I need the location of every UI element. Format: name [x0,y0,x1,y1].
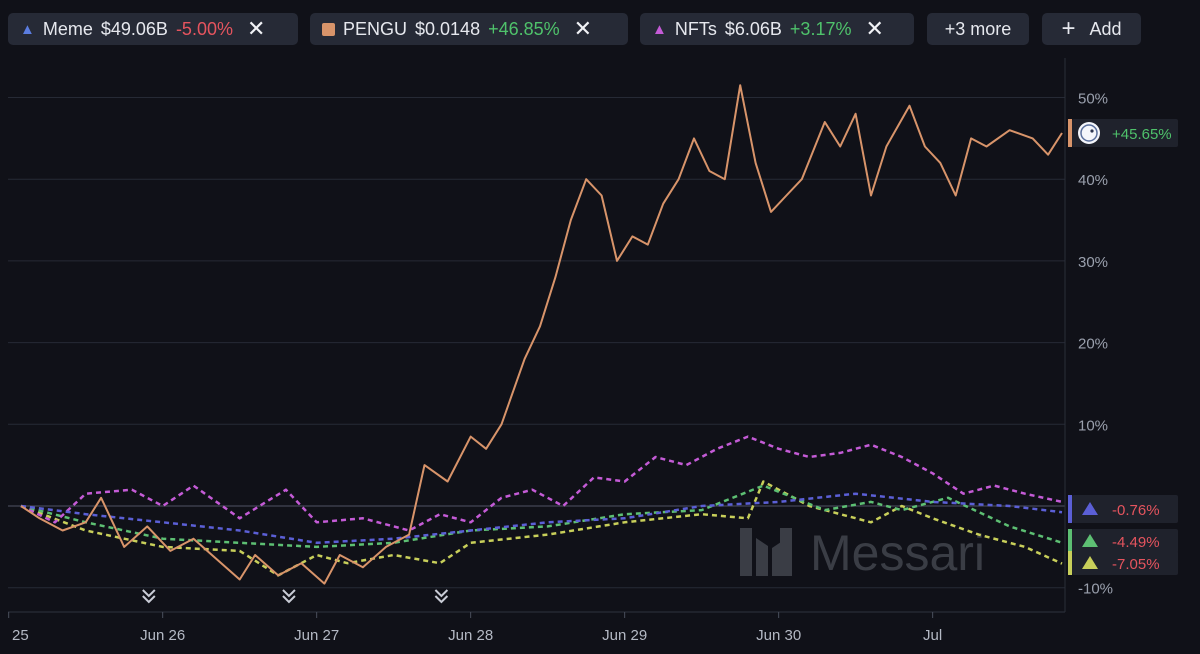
more-assets-label: +3 more [944,18,1012,39]
triangle-icon [1082,502,1098,515]
y-tick-label: 40% [1078,172,1108,189]
asset-value: $0.0148 [415,18,481,39]
x-axis: 25 Jun 26 Jun 27 Jun 28 Jun 29 Jun 30 Jul [8,612,942,644]
double-chevron-down-icon[interactable] [434,589,449,604]
end-label-box [1072,551,1178,575]
end-label-box [1072,119,1178,147]
series-line-pengu [20,84,1063,585]
asset-value: $49.06B [100,18,168,39]
triangle-icon: ▲ [20,20,35,38]
event-markers [142,589,449,604]
chart-grid [8,58,1066,613]
triangle-icon: ▲ [652,20,667,38]
x-tick-label: Jul [923,627,942,644]
y-axis: -10% 10% 20% 30% 40% 50% [1078,91,1113,598]
asset-value: $6.06B [724,18,782,39]
messari-watermark: Messari [740,525,985,581]
asset-name: Meme [42,18,93,39]
end-label-box [1072,529,1178,553]
triangle-icon [1082,556,1098,569]
add-asset-label: Add [1089,18,1122,39]
asset-chip-meme[interactable]: ▲ Meme $49.06B -5.00% ✕ [8,13,298,45]
asset-change: +3.17% [789,18,852,39]
add-asset-button[interactable]: + Add [1042,13,1141,45]
asset-change: -5.00% [175,18,233,39]
close-icon[interactable]: ✕ [246,16,266,41]
y-tick-label: -10% [1078,581,1113,598]
chevron-stroke [282,589,296,604]
logo-eye [1090,129,1094,133]
asset-chip-nfts[interactable]: ▲ NFTs $6.06B +3.17% ✕ [640,13,914,45]
asset-change: +46.85% [488,18,560,39]
end-label-green: -4.49% [1068,529,1178,553]
asset-name: PENGU [343,18,408,39]
end-label-box [1072,495,1178,523]
logo-ring [1080,124,1098,142]
series-line-yellow [20,480,1063,577]
price-change-chart[interactable]: Messari -10% 10% 20% 30% 40% 50% 25 Jun 26 Jun … [0,56,1200,654]
series-line-meme [20,492,1063,545]
end-label-pengu: +45.65% [1068,119,1178,147]
y-tick-label: 50% [1078,91,1108,108]
x-tick-label: Jun 30 [756,627,801,644]
more-assets-button[interactable]: +3 more [927,13,1029,45]
close-icon[interactable]: ✕ [573,16,593,41]
chart-series [20,84,1063,585]
x-tick-label: Jun 26 [140,627,185,644]
asset-toolbar: ▲ Meme $49.06B -5.00% ✕ PENGU $0.0148 +4… [0,0,1200,56]
end-label-value: -7.05% [1112,556,1160,573]
plus-icon: + [1061,15,1076,42]
series-line-nfts [20,435,1063,532]
chevron-stroke [434,589,449,604]
x-tick-label: 25 [12,627,29,644]
x-tick-label: Jun 27 [294,627,339,644]
double-chevron-down-icon[interactable] [142,589,156,604]
square-icon [322,22,335,36]
pengu-logo-icon [1078,122,1100,144]
end-label-marker [1068,529,1072,553]
series-end-labels: +45.65% -0.76% -4.49% -7.05% [1068,119,1178,575]
end-label-value: +45.65% [1112,126,1172,143]
close-icon[interactable]: ✕ [865,16,884,41]
asset-name: NFTs [674,18,717,39]
triangle-icon [1082,534,1098,547]
end-label-marker [1068,495,1072,523]
end-label-value: -4.49% [1112,534,1160,551]
y-tick-label: 30% [1078,254,1108,271]
end-label-value: -0.76% [1112,502,1160,519]
asset-chip-pengu[interactable]: PENGU $0.0148 +46.85% ✕ [310,13,628,45]
end-label-meme: -0.76% [1068,495,1178,523]
x-tick-label: Jun 28 [448,627,493,644]
y-tick-label: 20% [1078,336,1108,353]
end-label-yellow: -7.05% [1068,551,1178,575]
watermark-text: Messari [810,525,985,581]
double-chevron-down-icon[interactable] [282,589,296,604]
y-tick-label: 10% [1078,417,1108,434]
end-label-marker [1068,551,1072,575]
chevron-stroke [142,589,156,604]
x-tick-label: Jun 29 [602,627,647,644]
end-label-marker [1068,119,1072,147]
